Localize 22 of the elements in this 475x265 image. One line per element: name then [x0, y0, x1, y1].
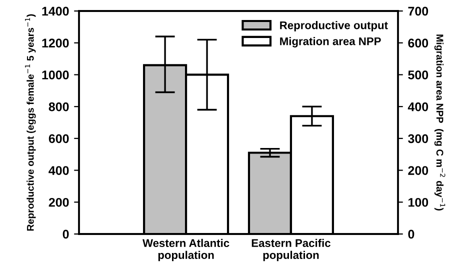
y-axis-title: Reproductive output (eggs female$^{−1}$ 5 years$^{−1}$) [25, 14, 36, 231]
y2-tick-label: 0 [408, 230, 414, 239]
y-tick-label: 1400 [42, 6, 69, 16]
y2-axis-title: Migration area NPP (mg C m$^{−2}$ day$^{−1}$) [434, 34, 446, 210]
y2-tick-label: 700 [408, 6, 428, 16]
y-tick-label: 1000 [42, 70, 69, 80]
y2-tick-label: 200 [408, 166, 428, 175]
y-tick-label: 1200 [42, 38, 69, 48]
y2-tick-label: 600 [408, 38, 428, 48]
legend-label: Migration area NPP [280, 37, 381, 48]
y-tick-label: 800 [48, 102, 69, 112]
y2-tick-label: 400 [408, 102, 428, 112]
x-tick-label: Eastern Pacific population [252, 238, 330, 262]
y2-tick-label: 100 [408, 198, 428, 207]
legend-label: Reproductive output [280, 21, 388, 32]
x-tick-label: Western Atlantic population [142, 238, 230, 262]
y-tick-label: 400 [48, 166, 69, 175]
y-tick-label: 200 [48, 198, 69, 207]
y2-tick-label: 300 [408, 134, 428, 144]
y2-tick-label: 500 [408, 70, 428, 80]
y-tick-label: 0 [62, 230, 69, 239]
y-tick-label: 600 [48, 134, 69, 144]
